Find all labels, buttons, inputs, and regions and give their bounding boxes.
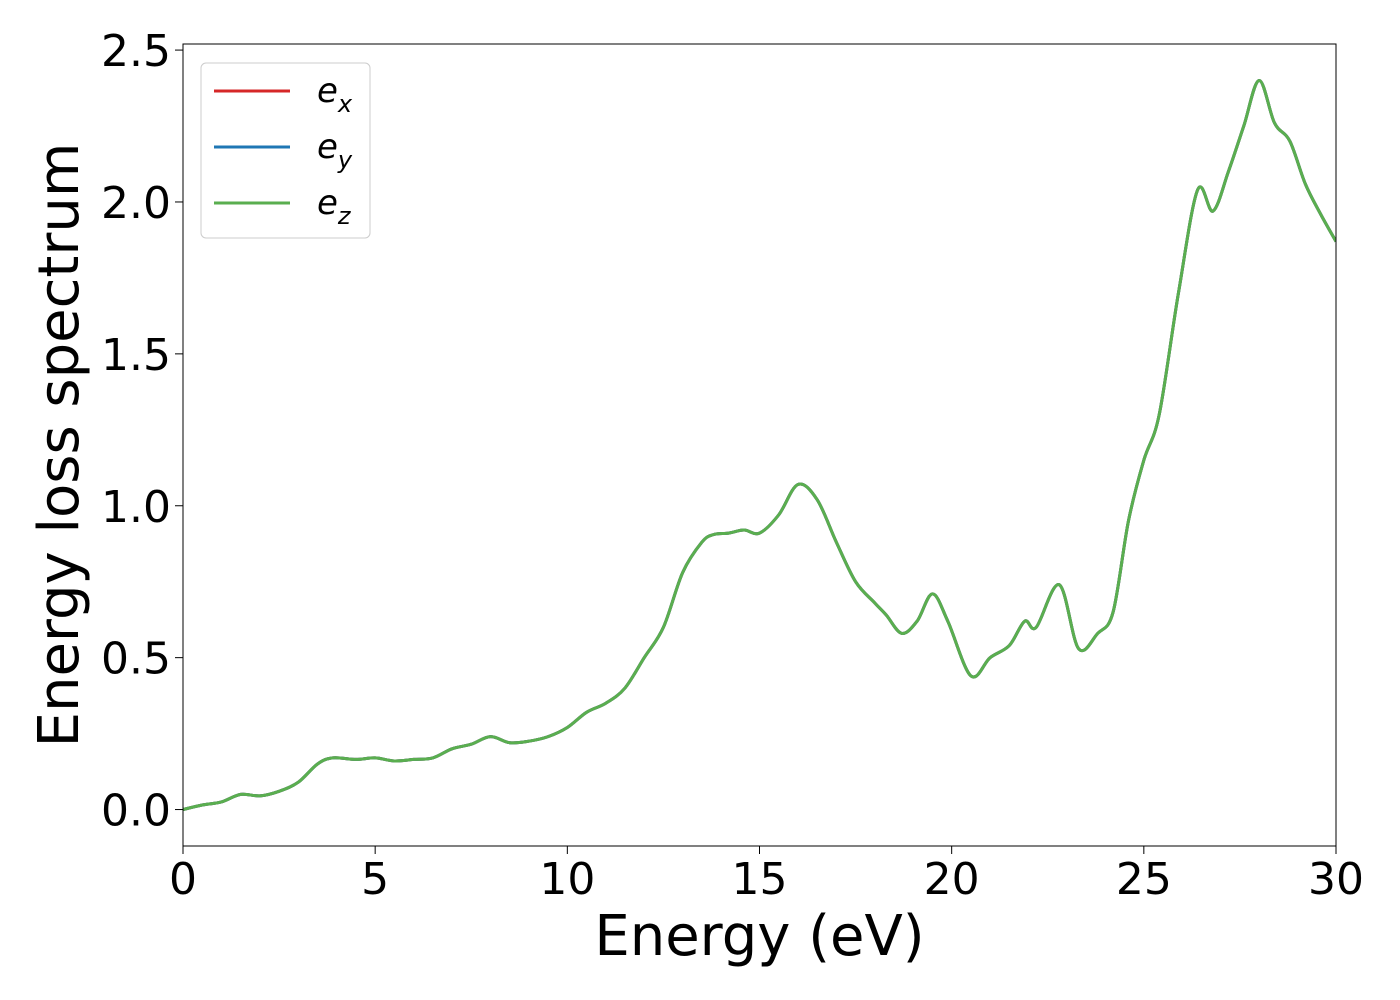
y-tick-label: 2.0 (101, 178, 171, 229)
x-axis-ticks: 0 5 10 15 20 25 30 (169, 846, 1364, 905)
x-tick-label: 20 (924, 854, 980, 905)
y-axis-label: Energy loss spectrum (27, 143, 92, 748)
legend-label-ez: ez (317, 183, 352, 230)
x-tick-label: 0 (169, 854, 197, 905)
x-tick-label: 30 (1308, 854, 1364, 905)
y-tick-label: 2.5 (101, 26, 171, 77)
x-tick-label: 5 (361, 854, 389, 905)
x-tick-label: 15 (732, 854, 788, 905)
y-tick-label: 1.0 (101, 482, 171, 533)
legend: ex ey ez (200, 62, 371, 239)
legend-box (200, 62, 371, 239)
y-tick-label: 0.0 (101, 786, 171, 837)
x-tick-label: 10 (539, 854, 595, 905)
y-tick-label: 0.5 (101, 634, 171, 685)
series-line-ez (183, 78, 1336, 812)
x-axis-label: Energy (eV) (594, 904, 924, 969)
legend-label-ey: ey (317, 127, 353, 174)
x-tick-label: 25 (1116, 854, 1172, 905)
series-layer (183, 78, 1336, 812)
legend-label-ex: ex (317, 71, 353, 118)
y-tick-label: 1.5 (101, 330, 171, 381)
y-axis-ticks: 0.0 0.5 1.0 1.5 2.0 2.5 (101, 26, 183, 837)
